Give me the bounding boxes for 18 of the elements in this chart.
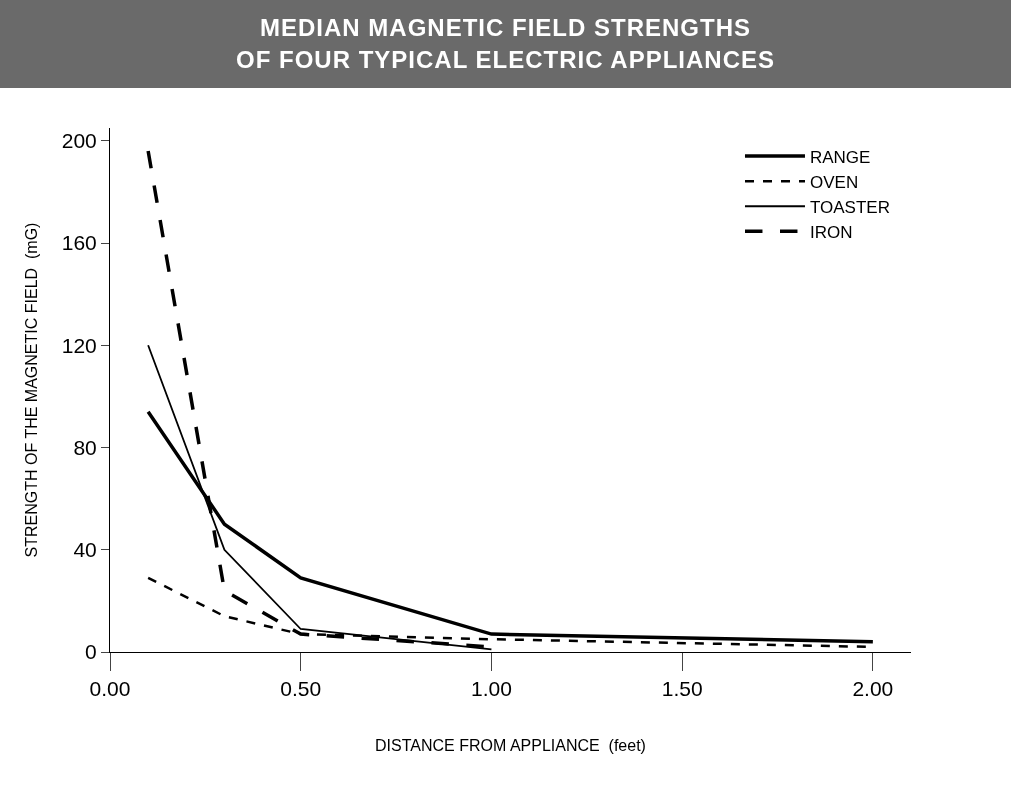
x-tick-label: 1.00 (470, 677, 512, 701)
y-tick-label: 0 (85, 640, 97, 664)
y-axis-title: STRENGTH OF THE MAGNETIC FIELD (mG) (22, 222, 40, 558)
y-tick-label: 40 (73, 538, 97, 562)
y-tick-label: 120 (61, 333, 97, 357)
chart-title: MEDIAN MAGNETIC FIELD STRENGTHS OF FOUR TYPICAL ELECTRIC APPLIANCES (0, 0, 1011, 88)
x-axis-title: DISTANCE FROM APPLIANCE (feet) (375, 736, 646, 754)
legend-label: TOASTER (809, 197, 890, 217)
x-tick-label: 2.00 (852, 677, 894, 701)
y-tick-label: 200 (61, 129, 97, 153)
y-tick-label: 80 (73, 435, 97, 459)
legend-label: RANGE (809, 147, 871, 167)
x-tick-label: 0.50 (280, 677, 322, 701)
x-tick-label: 1.50 (661, 677, 703, 701)
legend-label: IRON (809, 222, 853, 242)
x-tick-label: 0.00 (89, 677, 131, 701)
y-tick-label: 160 (61, 231, 97, 255)
legend-label: OVEN (809, 172, 859, 192)
